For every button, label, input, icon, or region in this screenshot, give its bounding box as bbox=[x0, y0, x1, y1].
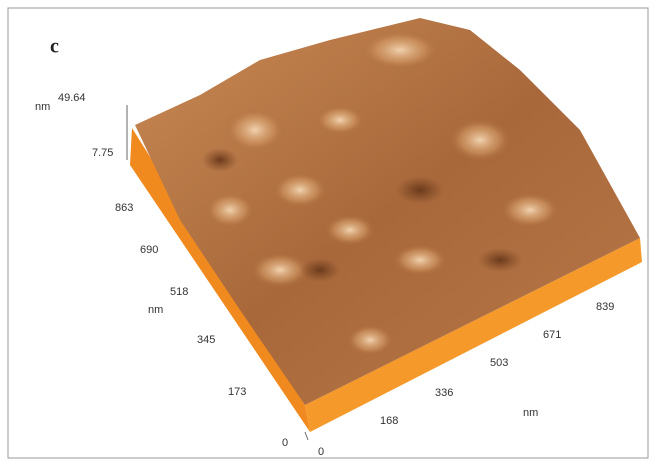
z-min: 7.75 bbox=[92, 147, 113, 159]
y-tick-label: 345 bbox=[197, 334, 215, 346]
panel-label: c bbox=[50, 36, 59, 58]
y-tick-label: 690 bbox=[140, 244, 158, 256]
y-tick-label: 0 bbox=[282, 437, 288, 449]
y-tick-label: 863 bbox=[115, 202, 133, 214]
x-tick-label: 671 bbox=[543, 329, 561, 341]
y-tick-label: 518 bbox=[170, 286, 188, 298]
surface bbox=[126, 18, 642, 441]
y-unit: nm bbox=[148, 304, 163, 316]
x-tick-label: 168 bbox=[380, 415, 398, 427]
x-unit: nm bbox=[523, 407, 538, 419]
z-unit: nm bbox=[35, 101, 50, 113]
y-tick-label: 173 bbox=[228, 386, 246, 398]
x-tick-label: 839 bbox=[596, 301, 614, 313]
x-tick-label: 0 bbox=[318, 446, 324, 458]
x-tick-label: 336 bbox=[435, 387, 453, 399]
x-tick-label: 503 bbox=[490, 357, 508, 369]
frame bbox=[7, 7, 649, 459]
z-max: 49.64 bbox=[58, 92, 86, 104]
